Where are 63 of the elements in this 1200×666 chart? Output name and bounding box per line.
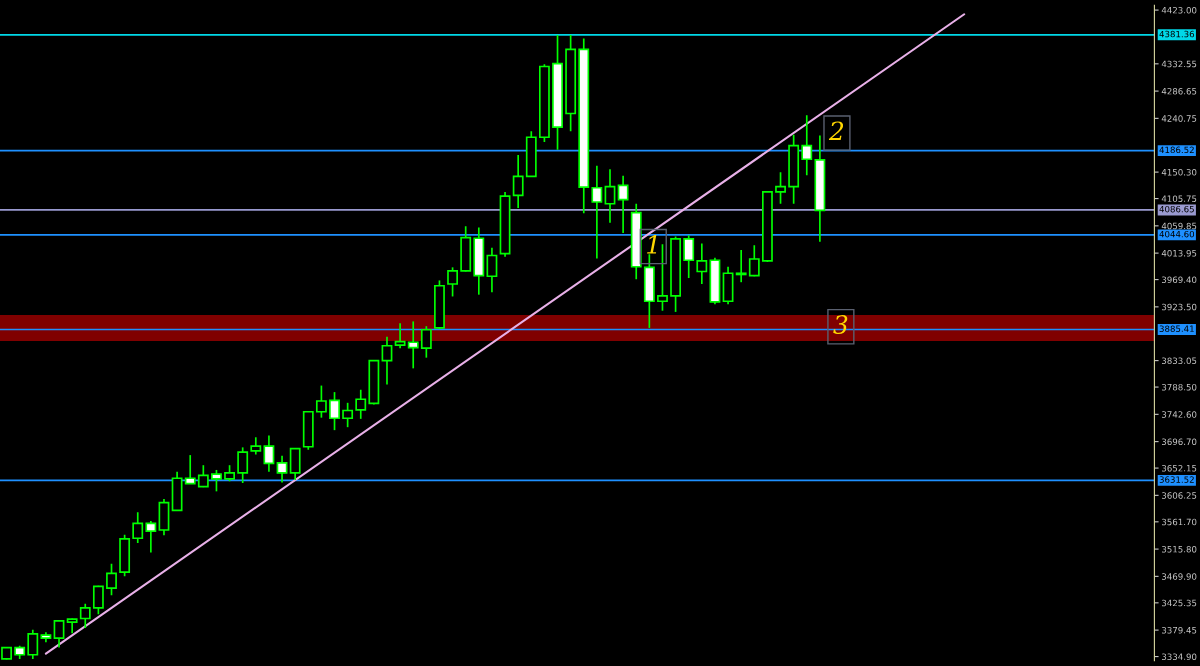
y-tick-label: 3696.70 bbox=[1162, 438, 1197, 445]
y-tick-label: 4332.55 bbox=[1161, 60, 1197, 68]
candlestick bbox=[735, 249, 747, 284]
candlestick bbox=[27, 628, 39, 660]
candlestick bbox=[79, 602, 91, 629]
y-tick-label: 3833.05 bbox=[1162, 357, 1197, 364]
candlestick bbox=[211, 469, 222, 493]
ref-line-label: 4186.52 bbox=[1159, 146, 1194, 154]
candlestick bbox=[92, 584, 104, 616]
y-tick-label: 3742.60 bbox=[1162, 411, 1197, 418]
candlestick bbox=[394, 322, 406, 349]
y-tick-label: 4013.95 bbox=[1161, 250, 1197, 257]
ref-line-label: 4044.60 bbox=[1159, 230, 1195, 238]
candlestick bbox=[106, 562, 117, 597]
ref-line-label: 3631.52 bbox=[1159, 476, 1194, 483]
candlestick bbox=[420, 325, 432, 359]
y-tick-label: 3652.15 bbox=[1162, 464, 1197, 472]
y-tick-label: 3469.90 bbox=[1162, 573, 1197, 580]
candlestick bbox=[381, 336, 393, 386]
y-tick-label: 3515.80 bbox=[1162, 545, 1197, 553]
annotation: 2 bbox=[828, 121, 844, 140]
candlestick bbox=[145, 520, 157, 554]
ref-line-label: 3885.41 bbox=[1159, 325, 1194, 332]
y-tick-label: 3561.70 bbox=[1162, 518, 1197, 526]
candlestick bbox=[617, 175, 629, 234]
candlestick bbox=[355, 388, 367, 420]
annotation: 1 bbox=[647, 234, 657, 254]
candlestick bbox=[657, 243, 668, 312]
candlestick bbox=[276, 454, 288, 484]
y-tick-label: 4286.65 bbox=[1161, 87, 1197, 95]
candlestick bbox=[801, 114, 813, 177]
candlestick bbox=[342, 401, 354, 429]
y-tick-label: 3379.45 bbox=[1162, 626, 1197, 634]
candlestick bbox=[591, 164, 603, 260]
candlestick bbox=[315, 384, 327, 419]
y-tick-label: 4423.00 bbox=[1161, 6, 1197, 14]
y-tick-label: 3606.25 bbox=[1162, 492, 1197, 499]
candlestick bbox=[512, 154, 524, 209]
y-tick-label: 3334.90 bbox=[1162, 653, 1197, 660]
candlestick bbox=[447, 266, 459, 298]
candlestick bbox=[263, 434, 275, 473]
candlestick bbox=[683, 234, 695, 279]
candlestick bbox=[486, 246, 498, 294]
candlestick bbox=[184, 454, 196, 485]
y-tick-label: 4059.85 bbox=[1161, 222, 1197, 230]
candlestick bbox=[329, 391, 340, 431]
y-tick-label: 3788.50 bbox=[1162, 383, 1197, 391]
y-tick-label: 3969.40 bbox=[1162, 276, 1197, 283]
candlestick bbox=[407, 320, 419, 370]
y-tick-label: 3923.50 bbox=[1162, 303, 1197, 311]
ref-line-label: 4086.65 bbox=[1159, 205, 1194, 213]
ref-line-label: 4381.36 bbox=[1159, 30, 1195, 38]
candlestick bbox=[696, 242, 708, 285]
y-tick-label: 4240.75 bbox=[1161, 115, 1197, 122]
y-tick-label: 4150.30 bbox=[1161, 168, 1197, 176]
candlestick bbox=[132, 511, 144, 544]
y-tick-label: 4105.75 bbox=[1161, 195, 1197, 202]
candlestick bbox=[604, 168, 616, 224]
candlestick bbox=[748, 244, 760, 278]
candlestick bbox=[237, 446, 249, 484]
candlestick bbox=[775, 171, 786, 205]
candlestick bbox=[53, 620, 65, 649]
y-tick-label: 3425.35 bbox=[1162, 599, 1197, 607]
